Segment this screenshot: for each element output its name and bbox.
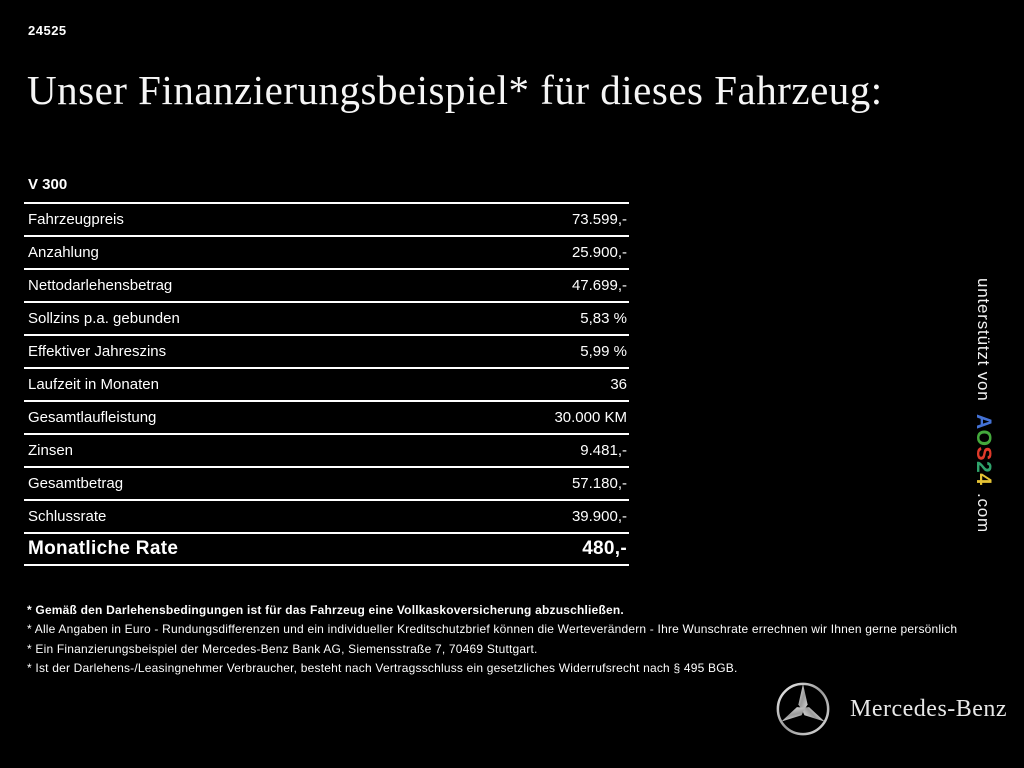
row-label: Gesamtlaufleistung (28, 409, 157, 426)
row-value: 57.180,- (571, 475, 627, 492)
row-label: Zinsen (28, 442, 74, 459)
sponsor-prefix: unterstützt von (974, 278, 993, 402)
row-value: 5,99 % (580, 343, 627, 360)
aos24-letter: S (972, 446, 995, 462)
row-value: 9.481,- (580, 442, 627, 459)
aos24-letter: O (972, 429, 995, 447)
footnote: * Alle Angaben in Euro - Rundungsdiffere… (27, 622, 958, 637)
mercedes-wordmark: Mercedes-Benz (850, 695, 1008, 722)
reference-number: 24525 (28, 23, 67, 38)
row-value: 30.000 KM (554, 409, 627, 426)
table-row: Gesamtbetrag 57.180,- (24, 468, 629, 501)
row-label: Gesamtbetrag (28, 475, 124, 492)
page-title: Unser Finanzierungsbeispiel* für dieses … (27, 67, 883, 113)
table-row-monthly-rate: Monatliche Rate 480,- (24, 534, 629, 566)
row-label: Sollzins p.a. gebunden (28, 310, 180, 327)
aos24-letter: A (972, 414, 995, 430)
mercedes-benz-logo: Mercedes-Benz (774, 679, 1020, 739)
row-value: 39.900,- (571, 508, 627, 525)
row-label: Laufzeit in Monaten (28, 376, 159, 393)
footnote: * Ist der Darlehens-/Leasingnehmer Verbr… (27, 660, 738, 675)
footnotes: * Gemäß den Darlehensbedingungen ist für… (27, 601, 987, 678)
row-value: 73.599,- (571, 211, 627, 228)
sponsor-suffix: .com (974, 492, 993, 534)
table-row: Nettodarlehensbetrag 47.699,- (24, 270, 629, 303)
row-label: Schlussrate (28, 508, 107, 525)
mercedes-star-icon (776, 682, 830, 736)
row-label: Monatliche Rate (28, 538, 179, 559)
table-row: Laufzeit in Monaten 36 (24, 369, 629, 402)
row-label: Anzahlung (28, 244, 99, 261)
footnote: * Ein Finanzierungsbeispiel der Mercedes… (27, 641, 538, 656)
table-rows: Fahrzeugpreis 73.599,- Anzahlung 25.900,- Ne… (24, 204, 629, 534)
footnote: * Gemäß den Darlehensbedingungen ist für… (27, 603, 624, 617)
row-value: 480,- (582, 538, 627, 559)
table-row: Anzahlung 25.900,- (24, 237, 629, 270)
table-row: Fahrzeugpreis 73.599,- (24, 204, 629, 237)
table-row: Effektiver Jahreszins 5,99 % (24, 336, 629, 369)
table-row: Zinsen 9.481,- (24, 435, 629, 468)
row-value: 5,83 % (580, 310, 627, 327)
row-value: 25.900,- (571, 244, 627, 261)
sponsor-vertical-text: unterstützt von AOS24 .com (971, 278, 995, 578)
aos24-letter: 2 (972, 461, 995, 474)
row-label: Nettodarlehensbetrag (28, 277, 173, 294)
aos24-wordmark: AOS24 (972, 414, 995, 485)
row-value: 36 (610, 376, 627, 393)
aos24-letter: 4 (972, 473, 995, 486)
row-label: Fahrzeugpreis (28, 211, 124, 228)
table-row: Schlussrate 39.900,- (24, 501, 629, 534)
model-name: V 300 (28, 176, 68, 193)
row-value: 47.699,- (571, 277, 627, 294)
table-row: Gesamtlaufleistung 30.000 KM (24, 402, 629, 435)
row-label: Effektiver Jahreszins (28, 343, 167, 360)
table-row: Sollzins p.a. gebunden 5,83 % (24, 303, 629, 336)
table-model-row: V 300 (24, 167, 629, 204)
finance-table: V 300 Fahrzeugpreis 73.599,- Anzahlung 25.9… (24, 167, 629, 566)
